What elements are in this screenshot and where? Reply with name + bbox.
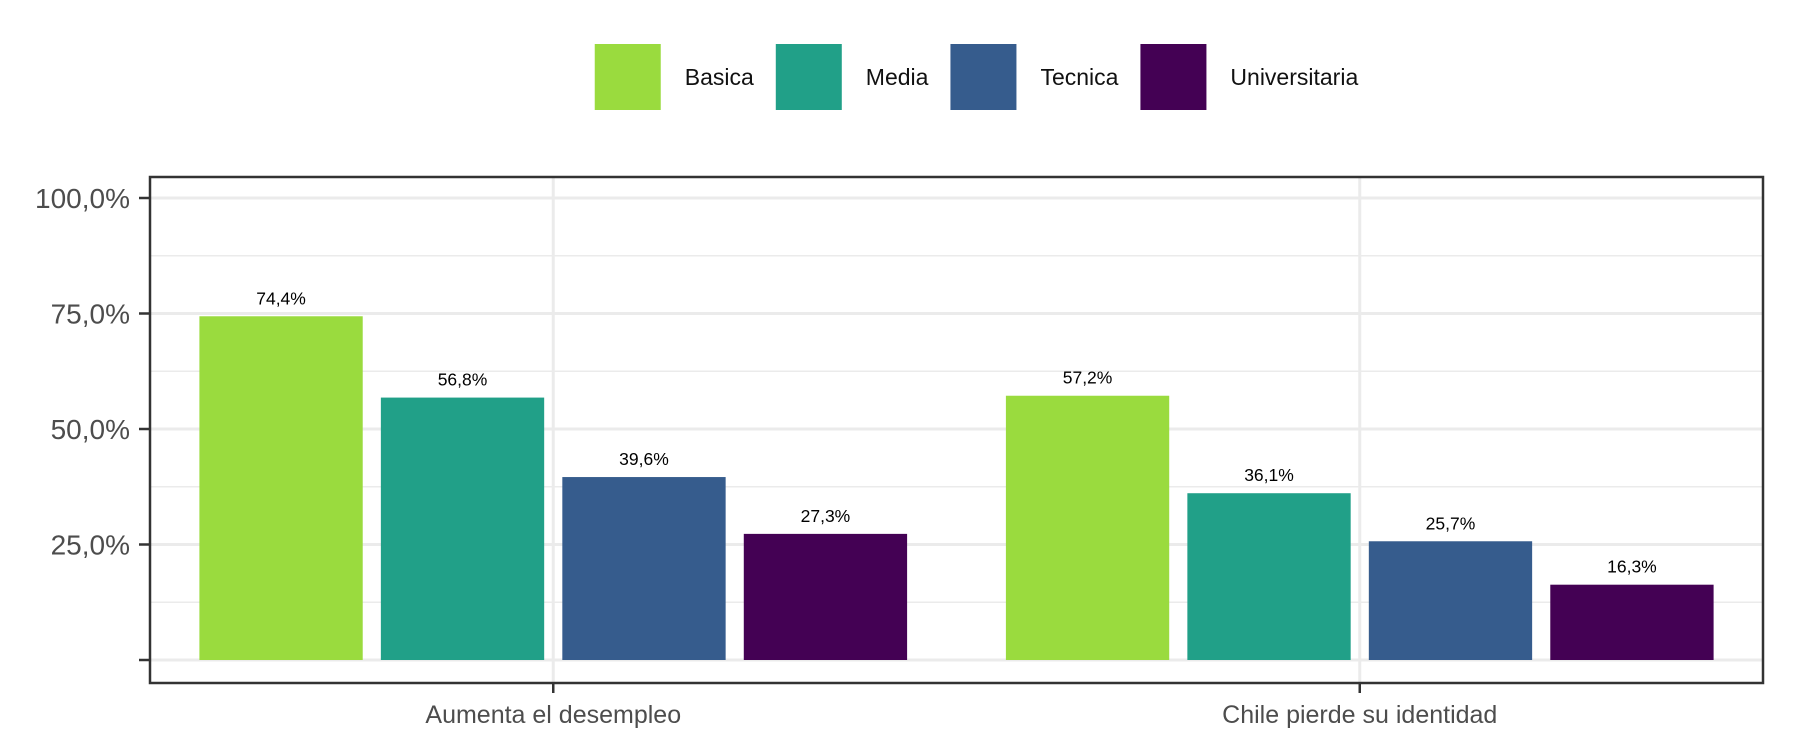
x-tick-label: Chile pierde su identidad bbox=[1222, 701, 1497, 729]
data-label: 25,7% bbox=[1426, 513, 1476, 533]
legend-key-tecnica bbox=[950, 44, 1017, 110]
bar-media-2 bbox=[1187, 493, 1351, 660]
data-labels: 74,4% 56,8% 39,6% 27,3% 57,2% 36,1% 25,7% 16,3% bbox=[256, 288, 1657, 576]
legend-key-basica bbox=[594, 44, 661, 110]
bar-media-1 bbox=[380, 397, 545, 660]
data-label: 56,8% bbox=[438, 370, 488, 390]
data-label: 57,2% bbox=[1063, 368, 1113, 388]
legend-label-basica: Basica bbox=[685, 64, 754, 90]
bar-universitaria-1 bbox=[743, 533, 908, 660]
data-label: 36,1% bbox=[1244, 465, 1294, 485]
data-label: 16,3% bbox=[1607, 557, 1657, 577]
data-label: 39,6% bbox=[619, 449, 669, 469]
axes: Aumenta el desempleo Chile pierde su iden… bbox=[35, 183, 1497, 729]
legend-label-universitaria: Universitaria bbox=[1230, 64, 1358, 90]
data-label: 27,3% bbox=[801, 506, 851, 526]
bar-tecnica-2 bbox=[1368, 541, 1533, 660]
data-label: 74,4% bbox=[256, 288, 306, 308]
y-tick-label: 100,0% bbox=[35, 183, 130, 214]
bars bbox=[199, 316, 1714, 660]
x-tick-label: Aumenta el desempleo bbox=[425, 701, 681, 729]
bar-basica-1 bbox=[199, 316, 363, 660]
bar-universitaria-2 bbox=[1550, 584, 1714, 660]
legend-key-universitaria bbox=[1140, 44, 1207, 110]
y-tick-label: 75,0% bbox=[51, 299, 130, 330]
legend: Basica Media Tecnica Universitaria bbox=[594, 44, 1358, 110]
legend-key-media bbox=[775, 44, 842, 110]
legend-label-tecnica: Tecnica bbox=[1040, 64, 1118, 90]
bar-basica-2 bbox=[1005, 395, 1170, 660]
y-tick-label: 25,0% bbox=[51, 530, 130, 561]
legend-label-media: Media bbox=[866, 64, 929, 90]
bar-tecnica-1 bbox=[562, 477, 726, 660]
y-tick-label: 50,0% bbox=[51, 414, 130, 445]
